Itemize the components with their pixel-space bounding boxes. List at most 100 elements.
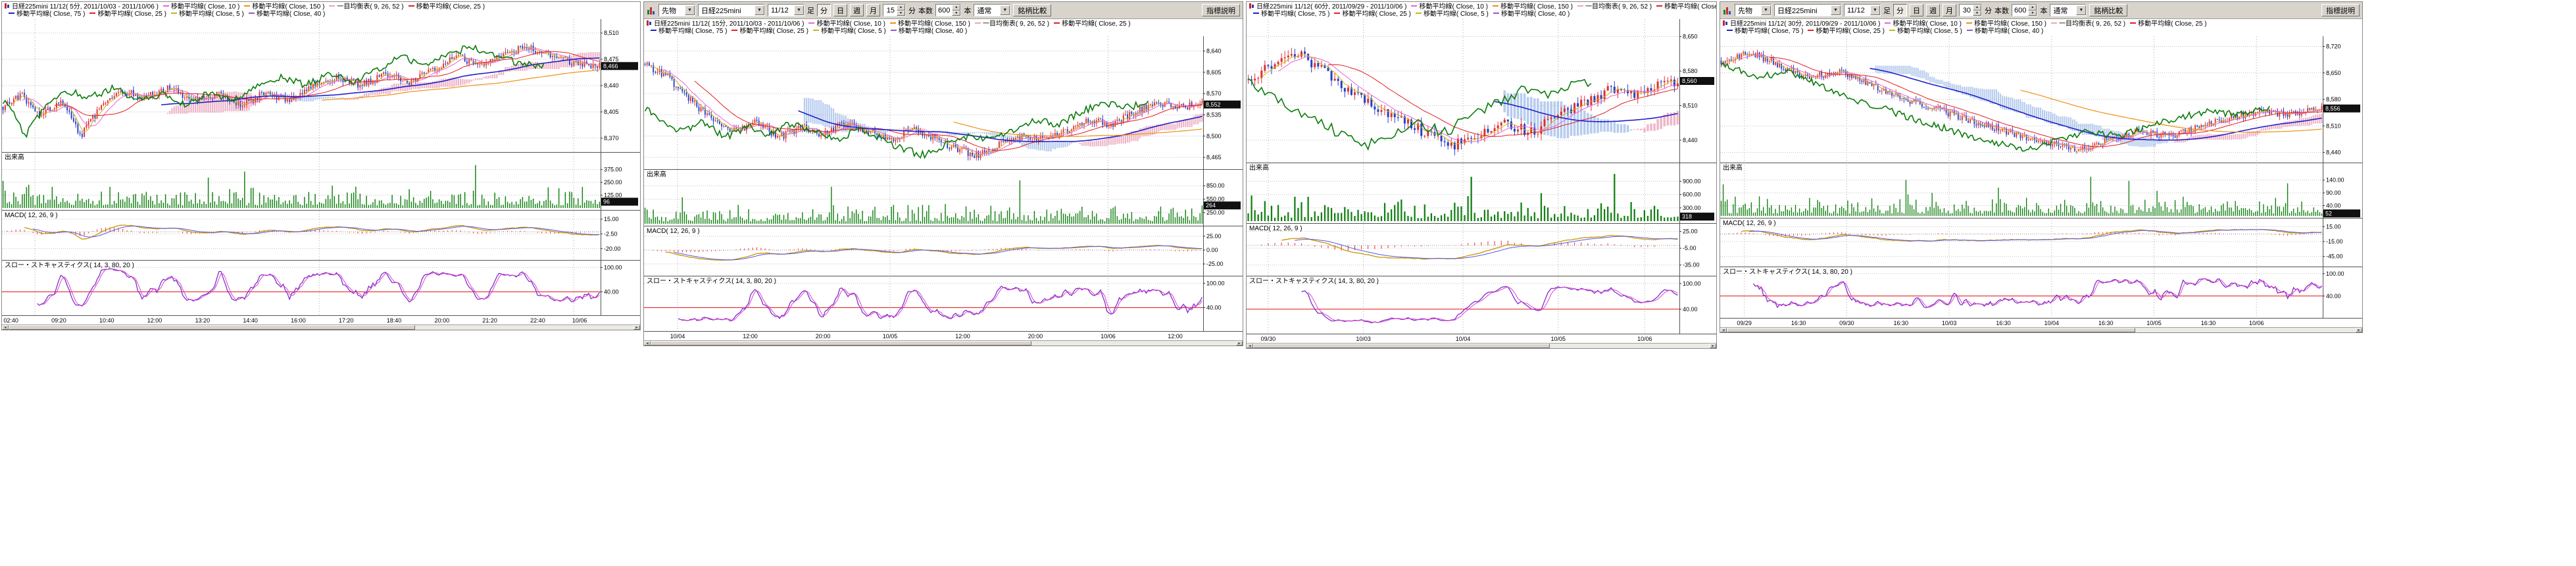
scroll-left-button[interactable]: ◄ [1247,344,1253,348]
axis-tick-label: 8,440 [604,82,619,89]
h-scrollbar[interactable]: ◄ ► [2,324,640,330]
time-axis-label: 21:20 [482,317,497,324]
period-week-button[interactable]: 週 [850,4,864,16]
spinner-down-button[interactable]: ▼ [952,10,961,16]
chart-canvas[interactable]: 8,650 8,580 8,510 8,440 900.00 600.00 300.00 25… [1247,19,1716,343]
period-minute-button[interactable]: 分 [817,4,831,16]
chart-canvas[interactable]: 8,720 8,650 8,580 8,510 8,440 140.00 90.00 40.0… [1720,36,2362,327]
grid-layer [2,19,601,315]
volume-section-label: 出来高 [5,153,24,161]
time-axis-label: 10/05 [1550,336,1566,342]
indicator-label: 移動平均線( Close, 40 ) [256,11,326,18]
period-minute-button[interactable]: 分 [1893,4,1907,16]
compare-button[interactable]: 銘柄比較 [2089,4,2128,16]
period-day-button[interactable]: 日 [833,4,847,16]
chart-title: 日経225mini 11/12( 15分, 2011/10/03 - 2011/… [654,20,805,28]
indicator-label: 移動平均線( Close, 10 ) [170,3,240,11]
time-axis-label: 18:40 [387,317,402,324]
instrument-select[interactable]: 日経225mini ▼ [1774,4,1841,16]
period-month-button[interactable]: 月 [1943,4,1956,16]
time-axis-label: 17:20 [339,317,354,324]
ichimoku-cloud-layer [803,97,1203,152]
chart-canvas[interactable]: 8,640 8,605 8,570 8,535 8,500 8,465 850.00 550.… [644,36,1243,340]
time-axis-label: 10/06 [572,317,587,324]
scroll-left-button[interactable]: ◄ [2,325,9,330]
volume-layer [644,180,1203,224]
spinner-up-button[interactable]: ▲ [897,5,905,11]
spinner-down-button[interactable]: ▼ [897,10,905,16]
bars-count-input[interactable]: 600 ▲ ▼ [935,4,962,16]
scroll-right-button[interactable]: ► [2356,328,2362,332]
mode-select-value: 通常 [2053,7,2068,15]
axis-tick-label: -35.00 [1683,262,1700,269]
spinner-up-button[interactable]: ▲ [1973,5,1981,11]
scroll-right-button[interactable]: ► [1710,344,1716,348]
contract-month-select[interactable]: 11/12 ▼ [1844,4,1881,16]
interval-input[interactable]: 15 ▲ ▼ [883,4,906,16]
period-day-button[interactable]: 日 [1910,4,1923,16]
mode-select[interactable]: 通常 ▼ [974,4,1011,16]
scrollbar-thumb[interactable] [1253,344,1550,348]
volume-section-label: 出来高 [1723,163,1743,172]
h-scrollbar[interactable]: ◄ ► [1247,343,1716,348]
instrument-select[interactable]: 日経225mini ▼ [698,4,765,16]
spinner-up-button[interactable]: ▲ [952,5,961,11]
grid-layer [1720,36,2323,318]
indicator-help-button[interactable]: 指標説明 [2321,4,2360,16]
time-axis-label: 16:30 [1894,320,1909,326]
indicator-help-button[interactable]: 指標説明 [1202,4,1240,16]
spinner-up-button[interactable]: ▲ [2028,5,2037,11]
scrollbar-track[interactable] [9,325,633,330]
stoch-section-label: スロー・ストキャスティクス( 14, 3, 80, 20 ) [5,261,134,269]
interval-input[interactable]: 30 ▲ ▼ [1959,4,1982,16]
bars-count-input-spin-buttons: ▲ ▼ [952,5,961,16]
instrument-type-select[interactable]: 先物 ▼ [1735,4,1771,16]
h-scrollbar[interactable]: ◄ ► [644,340,1243,346]
indicator-label: 移動平均線( Close, 150 ) [897,20,970,28]
scroll-right-button[interactable]: ► [1236,341,1243,346]
h-scrollbar[interactable]: ◄ ► [1720,327,2362,332]
lagging-span-line [1248,78,1592,151]
last-price-box-text: 8,560 [1682,78,1697,84]
frame-layer [644,36,1243,332]
contract-month-select-value: 11/12 [1847,6,1865,14]
indicator-color-dash [1889,30,1895,32]
scroll-right-button[interactable]: ► [633,325,640,330]
scrollbar-thumb[interactable] [9,325,415,330]
contract-month-select[interactable]: 11/12 ▼ [768,4,805,16]
scrollbar-thumb[interactable] [1727,328,2136,332]
instrument-type-select[interactable]: 先物 ▼ [658,4,695,16]
mode-select[interactable]: 通常 ▼ [2050,4,2087,16]
axis-tick-label: 8,580 [1683,68,1698,74]
indicator-color-dash [170,13,177,14]
time-axis-label: 12:00 [1168,333,1183,340]
axis-tick-label: -15.00 [2326,238,2343,245]
axis-layer: 8,510 8,475 8,440 8,405 8,370 375.00 250.00 125… [3,30,638,324]
period-month-button[interactable]: 月 [866,4,880,16]
scroll-left-button[interactable]: ◄ [644,341,651,346]
indicator-color-dash [89,13,96,14]
chart-toolbar: 先物 ▼ 日経225mini ▼ 11/12 ▼ 足分日週月 15 ▲ ▼ 分本数 600 ▲ ▼ 本通常 ▼… [644,2,1243,19]
bars-label: 本数 [1994,7,2009,15]
time-axis-label: 10/03 [1942,320,1957,326]
bars-count-input[interactable]: 600 ▲ ▼ [2012,4,2038,16]
scrollbar-thumb[interactable] [651,341,1031,346]
indicator-label: 一目均衡表( 9, 26, 52 ) [2058,20,2126,28]
axis-tick-label: 250.00 [1206,209,1225,216]
moving-averages-layer [644,66,1202,159]
scrollbar-track[interactable] [1253,344,1710,348]
spinner-down-button[interactable]: ▼ [2028,10,2037,16]
period-week-button[interactable]: 週 [1926,4,1940,16]
indicator-label: 移動平均線( Close, 5 ) [1423,11,1489,18]
chart-canvas[interactable]: 8,510 8,475 8,440 8,405 8,370 375.00 250.00 125… [2,19,640,324]
moving-averages-layer [2,44,600,138]
indicator-label: 移動平均線( Close, 75 ) [658,28,728,35]
volume-layer [1247,174,1679,221]
scrollbar-track[interactable] [1727,328,2356,332]
compare-button[interactable]: 銘柄比較 [1013,4,1052,16]
spinner-down-button[interactable]: ▼ [1973,10,1981,16]
axis-tick-label: 0.00 [1206,247,1218,253]
scrollbar-track[interactable] [651,341,1236,346]
scroll-left-button[interactable]: ◄ [1720,328,1727,332]
indicator-label: 移動平均線( Close, 25 ) [1664,3,1716,11]
